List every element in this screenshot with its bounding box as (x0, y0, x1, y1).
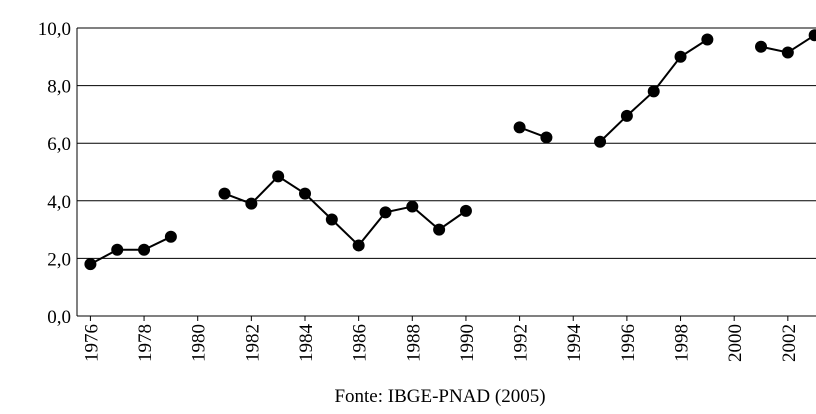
x-tick-label: 1992 (511, 324, 532, 362)
data-point (325, 213, 338, 226)
data-line (89, 34, 816, 266)
data-point (674, 50, 687, 63)
data-point (164, 230, 177, 243)
x-tick-label: 2002 (779, 324, 800, 362)
x-tick-label: 1996 (618, 324, 639, 362)
data-point (299, 187, 312, 200)
data-point (433, 223, 446, 236)
x-tick-label: 1988 (403, 324, 424, 362)
x-tick-label: 1998 (672, 324, 693, 362)
x-tick-label: 1982 (242, 324, 263, 362)
data-point (218, 187, 231, 200)
chart-source: Fonte: IBGE-PNAD (2005) (334, 386, 545, 407)
x-tick-label: 1984 (296, 324, 317, 363)
data-point (245, 197, 258, 210)
x-tick-label: 1990 (457, 324, 478, 362)
x-tick-label: 1986 (350, 324, 371, 362)
data-point (138, 243, 151, 256)
data-point (352, 239, 365, 252)
data-point (540, 131, 553, 144)
y-tick-label: 8,0 (47, 77, 71, 98)
y-tick-label: 2,0 (47, 249, 71, 270)
data-point (406, 200, 419, 213)
y-tick-label: 4,0 (47, 192, 71, 213)
data-point (808, 29, 816, 42)
y-tick-label: 10,0 (38, 19, 71, 40)
data-point (111, 243, 124, 256)
data-point (647, 85, 660, 98)
data-point (379, 206, 392, 219)
data-point (84, 258, 97, 271)
y-tick-label: 0,0 (47, 307, 71, 328)
x-tick-label: 2000 (725, 324, 746, 362)
data-point (755, 40, 768, 53)
x-tick-label: 1994 (564, 324, 585, 363)
data-point (513, 121, 526, 134)
y-tick-label: 6,0 (47, 134, 71, 155)
x-tick-label: 1978 (135, 324, 156, 362)
data-point (272, 170, 285, 183)
data-point (701, 33, 714, 46)
data-point (459, 204, 472, 217)
x-tick-label: 1980 (189, 324, 210, 362)
data-point (594, 135, 607, 148)
data-point (781, 46, 794, 59)
data-point (620, 109, 633, 122)
x-tick-label: 1976 (81, 324, 102, 362)
